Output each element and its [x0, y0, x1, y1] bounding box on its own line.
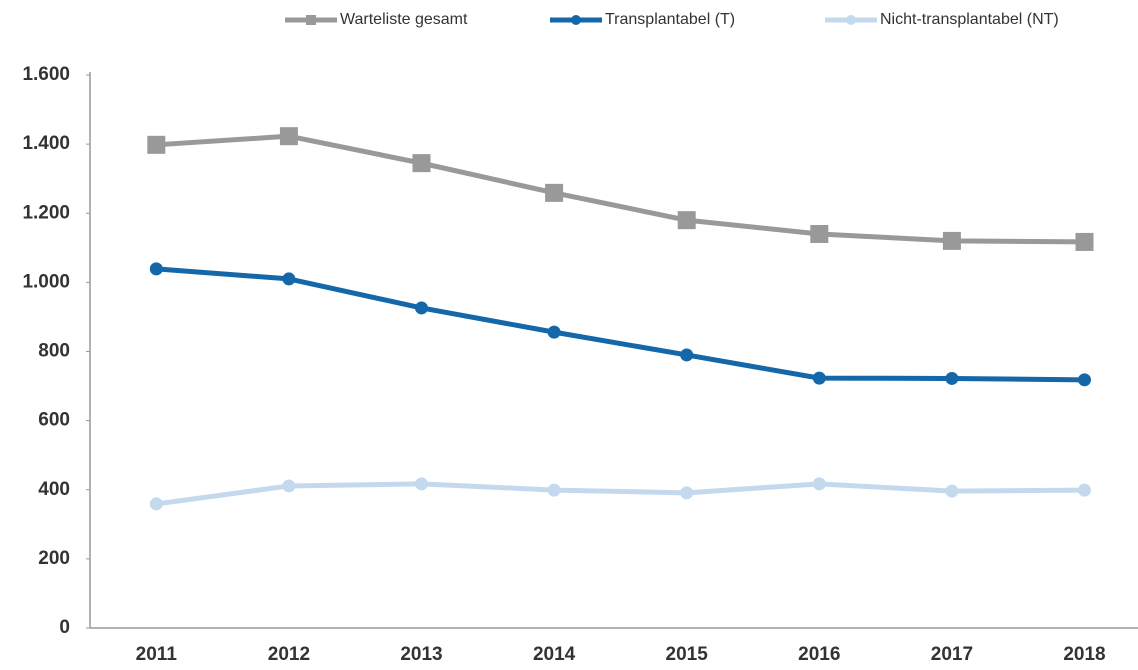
legend-marker: [846, 15, 856, 25]
data-point: [547, 483, 561, 497]
data-point: [282, 272, 296, 286]
y-tick-label: 400: [38, 479, 70, 500]
data-point: [149, 262, 163, 276]
y-tick-label: 800: [38, 341, 70, 362]
data-point: [945, 484, 959, 498]
y-tick-label: 1.000: [22, 271, 70, 292]
x-tick-label: 2013: [400, 644, 442, 665]
y-tick-label: 1.200: [22, 202, 70, 223]
data-point: [415, 301, 428, 315]
legend-label: Transplantabel (T): [605, 11, 735, 28]
data-point: [680, 486, 694, 500]
data-point: [677, 211, 696, 230]
data-point: [279, 127, 298, 146]
series-line: [155, 481, 1085, 507]
y-tick-label: 600: [38, 410, 70, 431]
data-point: [1078, 373, 1091, 387]
x-tick-label: 2018: [1063, 644, 1105, 665]
legend-marker: [571, 15, 581, 25]
x-tick-label: 2016: [798, 644, 840, 665]
data-point: [1075, 232, 1094, 251]
data-point: [1078, 483, 1091, 497]
y-tick-label: 1.400: [22, 133, 70, 154]
data-point: [282, 479, 296, 493]
legend-label: Warteliste gesamt: [340, 11, 468, 28]
data-point: [812, 371, 826, 385]
x-tick-label: 2015: [666, 644, 709, 665]
x-tick-label: 2017: [931, 644, 973, 665]
data-point: [545, 183, 564, 202]
x-tick-label: 2014: [533, 644, 576, 665]
data-point: [945, 371, 959, 385]
data-point: [810, 224, 829, 243]
y-tick-label: 1.600: [22, 64, 70, 85]
data-point: [680, 348, 694, 362]
data-point: [149, 497, 163, 511]
data-point: [547, 325, 561, 339]
series-line: [156, 266, 1085, 383]
x-tick-label: 2011: [136, 644, 178, 665]
data-point: [147, 135, 166, 154]
series-line: [156, 133, 1085, 245]
x-tick-label: 2012: [268, 644, 310, 665]
data-point: [942, 231, 961, 250]
data-point: [415, 477, 428, 491]
legend-marker: [306, 15, 316, 25]
legend-label: Nicht-transplantabel (NT): [880, 11, 1059, 28]
data-point: [812, 477, 826, 491]
y-tick-label: 0: [59, 617, 70, 638]
data-point: [412, 154, 431, 173]
y-tick-label: 200: [38, 548, 70, 569]
